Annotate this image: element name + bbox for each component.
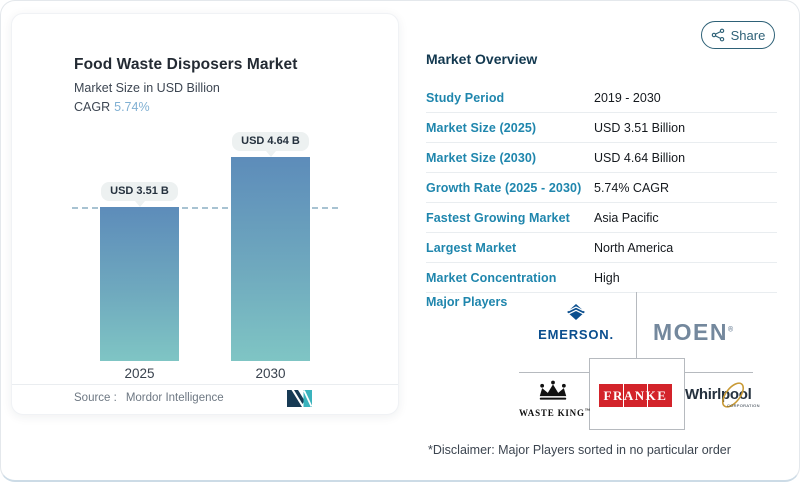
waste-king-logo-text: WASTE KING™ (519, 408, 590, 418)
franke-logo-text: FRANKE (603, 387, 668, 403)
chart-card: Food Waste Disposers Market Market Size … (11, 13, 399, 415)
whirlpool-corporation-text: CORPORATION (727, 403, 760, 408)
share-nodes-icon (711, 28, 724, 42)
overview-row-market-size-2025: Market Size (2025) USD 3.51 Billion (426, 113, 777, 143)
share-button[interactable]: Share (701, 21, 775, 49)
bar-group-2025: USD 3.51 B (100, 181, 179, 361)
share-button-label: Share (730, 27, 766, 43)
source-divider (12, 384, 398, 385)
bar-2030 (231, 157, 310, 361)
overview-row-label: Growth Rate (2025 - 2030) (426, 180, 582, 195)
waste-king-text: WASTE KING (519, 408, 585, 418)
overview-row-label: Market Concentration (426, 270, 557, 285)
waste-king-crown-icon (539, 380, 567, 400)
emerson-logo-text: EMERSON. (538, 327, 614, 342)
overview-row-market-concentration: Market Concentration High (426, 263, 777, 293)
cagr-value: 5.74% (114, 100, 150, 114)
overview-row-growth-rate: Growth Rate (2025 - 2030) 5.74% CAGR (426, 173, 777, 203)
overview-row-label: Market Size (2025) (426, 120, 537, 135)
overview-row-market-size-2030: Market Size (2030) USD 4.64 Billion (426, 143, 777, 173)
bar-2025 (100, 207, 179, 361)
badge-caret (265, 151, 276, 157)
overview-row-label: Fastest Growing Market (426, 210, 570, 225)
overview-row-label: Market Size (2030) (426, 150, 537, 165)
x-axis-label-2030: 2030 (255, 366, 286, 381)
chart-subtitle: Market Size in USD Billion (74, 81, 220, 95)
overview-row-value: High (594, 270, 620, 285)
overview-row-value: Asia Pacific (594, 210, 659, 225)
franke-separator (623, 384, 624, 407)
overview-row-label: Largest Market (426, 240, 517, 255)
overview-row-largest-market: Largest Market North America (426, 233, 777, 263)
overview-row-value: North America (594, 240, 674, 255)
reference-dashed-line (72, 207, 338, 209)
moen-logo-text: MOEN (653, 319, 728, 345)
bar-value-badge-2025: USD 3.51 B (101, 181, 178, 201)
overview-row-fastest-growing-market: Fastest Growing Market Asia Pacific (426, 203, 777, 233)
source-value: Mordor Intelligence (125, 392, 224, 404)
source-row: Source : Mordor Intelligence (74, 392, 224, 404)
chart-cagr-line: CAGR 5.74% (74, 100, 150, 114)
waste-king-logo: WASTE KING™ (519, 380, 590, 418)
franke-separator (647, 384, 648, 407)
overview-row-value: USD 3.51 Billion (594, 120, 686, 135)
source-label: Source : (74, 392, 117, 404)
moen-logo: MOEN® (653, 319, 735, 346)
overview-row-label: Study Period (426, 90, 505, 105)
major-players-disclaimer: *Disclaimer: Major Players sorted in no … (428, 443, 731, 457)
bar-value-badge-2030: USD 4.64 B (232, 131, 309, 151)
x-axis-label-2025: 2025 (124, 366, 155, 381)
mordor-intelligence-logo (287, 390, 312, 407)
bar-group-2030: USD 4.64 B (231, 131, 310, 361)
moen-registered-mark: ® (728, 326, 735, 334)
players-bracket-right-line (683, 372, 753, 373)
players-bracket-vertical-line (636, 292, 637, 358)
cagr-label: CAGR (74, 100, 111, 114)
emerson-logo: EMERSON. (534, 304, 618, 342)
whirlpool-logo: Whirlpool CORPORATION (685, 382, 761, 408)
overview-row-value: 5.74% CAGR (594, 180, 670, 195)
overview-heading: Market Overview (426, 51, 538, 67)
overview-row-study-period: Study Period 2019 - 2030 (426, 83, 777, 113)
overview-row-value: USD 4.64 Billion (594, 150, 686, 165)
major-players-label: Major Players (426, 295, 508, 309)
badge-caret (134, 201, 145, 207)
waste-king-tm-mark: ™ (584, 409, 591, 414)
chart-title: Food Waste Disposers Market (74, 56, 298, 73)
players-bracket-left-line (519, 372, 589, 373)
whirlpool-logo-text: Whirlpool (685, 386, 752, 403)
emerson-diamond-icon (567, 304, 585, 320)
franke-logo: FRANKE (599, 384, 672, 407)
overview-table: Study Period 2019 - 2030 Market Size (20… (426, 83, 777, 293)
overview-row-value: 2019 - 2030 (594, 90, 661, 105)
